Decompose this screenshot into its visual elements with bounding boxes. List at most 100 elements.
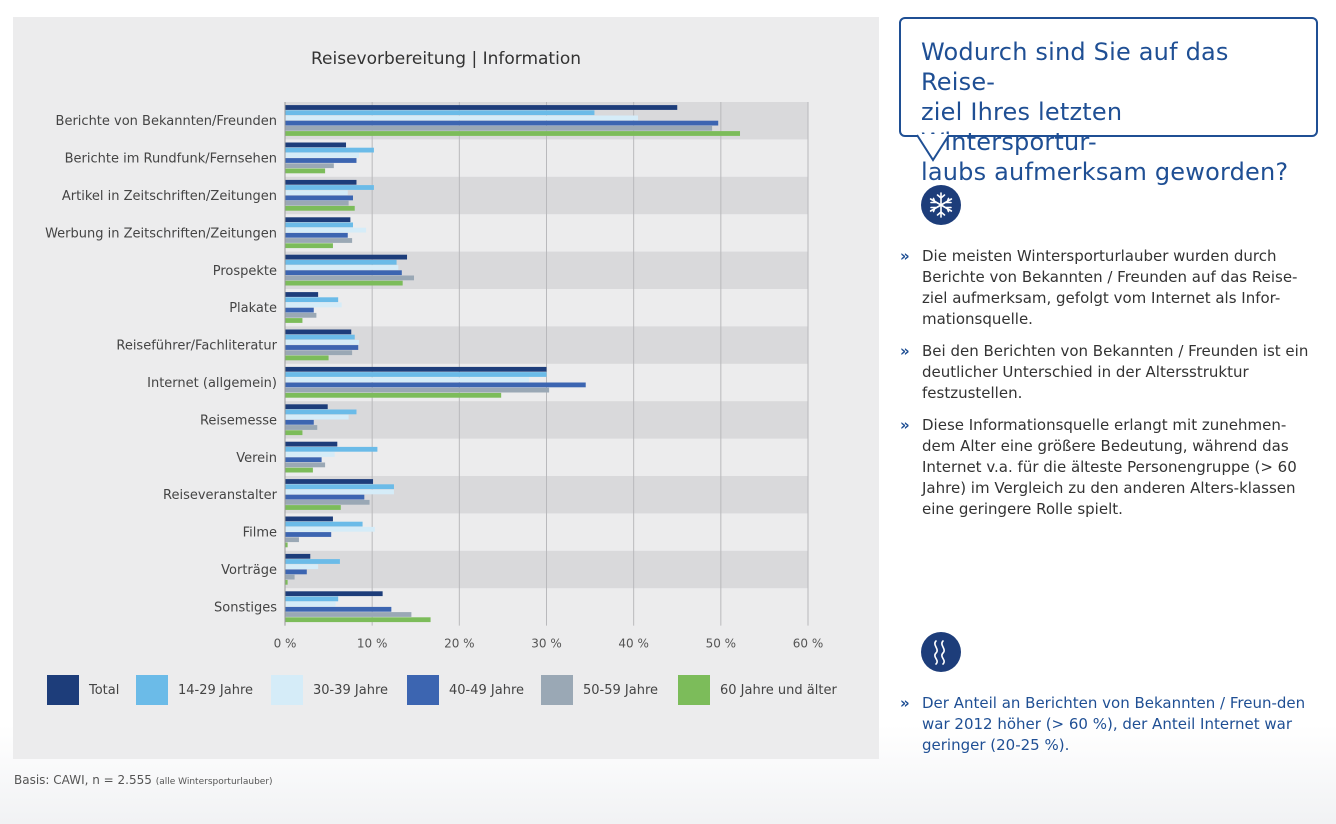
bar	[285, 494, 365, 500]
finding-text: Diese Informationsquelle erlangt mit zun…	[922, 416, 1297, 518]
category-label: Sonstiges	[214, 600, 277, 615]
bar	[285, 526, 375, 532]
bar	[285, 564, 319, 570]
legend-swatch	[541, 675, 573, 705]
category-label: Werbung in Zeitschriften/Zeitungen	[45, 226, 277, 241]
bar	[285, 312, 317, 318]
bar	[285, 345, 359, 350]
comparison-text: Der Anteil an Berichten von Bekannten / …	[922, 694, 1306, 754]
bar	[285, 484, 394, 490]
bar	[285, 579, 288, 585]
list-item: » Die meisten Wintersporturlauber wurden …	[900, 246, 1315, 330]
bar	[285, 158, 357, 163]
bar	[285, 105, 678, 110]
x-tick-label: 60 %	[793, 637, 824, 651]
bar	[285, 217, 351, 223]
question-text: Wodurch sind Sie auf das Reise- ziel Ihr…	[921, 37, 1301, 187]
bar	[285, 275, 415, 281]
bar-chart: Reisevorbereitung | Information 0 % 10 % 20…	[45, 49, 837, 705]
legend-label: 30-39 Jahre	[313, 683, 388, 698]
speech-tail	[916, 134, 950, 162]
findings-list: » Die meisten Wintersporturlauber wurden …	[900, 246, 1315, 531]
bar	[285, 462, 326, 468]
bar	[285, 243, 333, 249]
snowflake-icon	[921, 185, 961, 225]
bar	[285, 606, 392, 612]
bar	[285, 574, 295, 580]
category-label: Berichte von Bekannten/Freunden	[56, 114, 277, 129]
bar	[285, 591, 383, 597]
category-label: Berichte im Rundfunk/Fernsehen	[65, 152, 277, 167]
basis-small: (alle Wintersporturlauber)	[155, 777, 273, 787]
bar	[285, 505, 341, 510]
bar	[285, 222, 353, 228]
question-line: ziel Ihres letzten Wintersportur-	[921, 98, 1123, 156]
bar	[285, 382, 586, 388]
bar	[285, 553, 311, 559]
category-label: Internet (allgemein)	[147, 376, 277, 391]
bar	[285, 559, 340, 564]
comparison-list: » Der Anteil an Berichten von Bekannten /…	[900, 693, 1315, 767]
bar	[285, 452, 335, 457]
bar	[285, 355, 329, 361]
category-label: Reisemesse	[200, 413, 277, 428]
bar	[285, 185, 374, 190]
category-label: Reiseführer/Fachliteratur	[116, 339, 277, 354]
x-tick-label: 50 %	[706, 637, 737, 651]
bar	[285, 542, 288, 548]
bar	[285, 441, 338, 447]
bar	[285, 521, 363, 527]
bar	[285, 302, 342, 308]
basis-note: Basis: CAWI, n = 2.555 (alle Wintersport…	[14, 773, 273, 787]
bar	[285, 612, 412, 617]
bar	[285, 532, 332, 537]
bar	[285, 419, 314, 425]
bar	[285, 168, 326, 174]
list-item: » Der Anteil an Berichten von Bekannten /…	[900, 693, 1315, 756]
list-item: » Diese Informationsquelle erlangt mit zu…	[900, 415, 1315, 520]
bar	[285, 297, 339, 303]
bar	[285, 499, 370, 505]
bar	[285, 377, 530, 383]
chevron-right-icon: »	[900, 342, 910, 360]
category-label: Plakate	[229, 301, 277, 316]
bar	[285, 110, 595, 116]
bar	[285, 179, 357, 185]
bar	[285, 334, 355, 340]
bar	[285, 425, 318, 430]
bar	[285, 387, 550, 393]
bar	[285, 404, 328, 410]
bar	[285, 430, 303, 436]
bar	[285, 569, 307, 575]
basis-main: Basis: CAWI, n = 2.555	[14, 773, 152, 787]
bar	[285, 205, 355, 211]
bar	[285, 350, 353, 356]
bar	[285, 617, 431, 623]
x-tick-label: 20 %	[444, 637, 475, 651]
category-label: Prospekte	[213, 264, 277, 279]
legend-swatch	[47, 675, 79, 705]
legend-label: Total	[88, 683, 119, 698]
bar	[285, 190, 348, 196]
bar	[285, 479, 374, 484]
bar	[285, 147, 374, 153]
list-item: » Bei den Berichten von Bekannten / Freun…	[900, 341, 1315, 404]
finding-text: Die meisten Wintersporturlauber wurden d…	[922, 247, 1298, 328]
x-tick-label: 0 %	[274, 637, 297, 651]
bar	[285, 489, 394, 495]
bar	[285, 457, 322, 463]
bar	[285, 125, 713, 131]
bar	[285, 446, 378, 452]
bar	[285, 392, 502, 398]
bar	[285, 152, 360, 158]
question-box: Wodurch sind Sie auf das Reise- ziel Ihr…	[899, 17, 1318, 186]
bar	[285, 259, 397, 265]
chevron-right-icon: »	[900, 694, 910, 712]
bar	[285, 200, 349, 206]
category-label: Verein	[236, 451, 277, 466]
bar	[285, 537, 299, 543]
legend-label: 50-59 Jahre	[583, 683, 658, 698]
chart-title: Reisevorbereitung | Information	[311, 49, 581, 69]
bar	[285, 265, 399, 270]
bar	[285, 120, 719, 126]
